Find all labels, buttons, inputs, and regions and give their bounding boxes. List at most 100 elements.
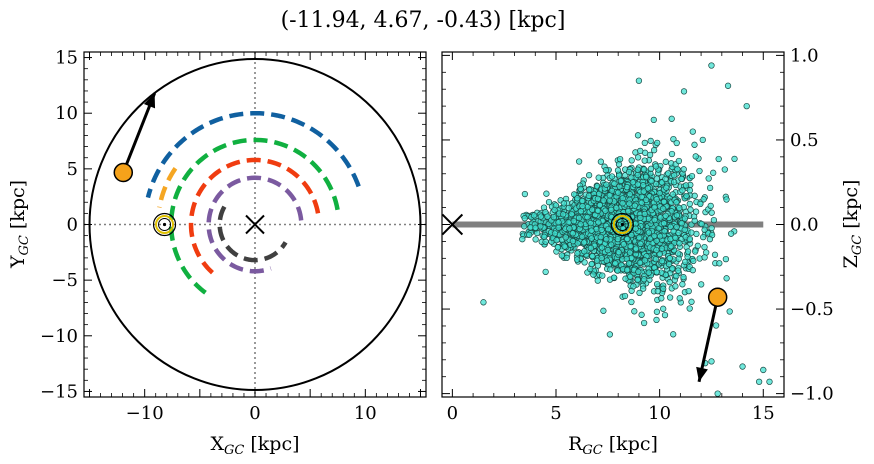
left-x-tick-labels: −10 0 10: [126, 403, 377, 424]
scatter-point: [628, 157, 635, 164]
scatter-point: [691, 192, 698, 199]
scatter-point: [723, 275, 730, 282]
scatter-point: [686, 235, 694, 243]
scatter-point: [674, 165, 681, 173]
scatter-point: [560, 211, 567, 218]
scatter-point: [664, 170, 672, 177]
scatter-point: [569, 238, 577, 245]
scatter-point: [671, 172, 678, 179]
scatter-point: [681, 215, 689, 222]
scatter-point: [521, 215, 528, 222]
scatter-point: [579, 197, 586, 205]
scatter-point: [580, 239, 588, 246]
object-marker-right: [707, 287, 728, 307]
scatter-point: [555, 224, 562, 231]
scatter-point: [679, 187, 686, 194]
scatter-point: [675, 267, 682, 274]
scatter-point: [575, 158, 583, 165]
sun-yellow-ring: [612, 215, 632, 234]
scatter-point: [635, 268, 642, 275]
left-y-tick-label: 10: [55, 103, 78, 124]
scatter-point-outlier: [708, 62, 715, 69]
scatter-point: [615, 172, 623, 179]
galactic-center-marker-right: [442, 213, 464, 236]
scatter-point: [588, 260, 595, 268]
scatter-point: [626, 249, 634, 256]
scatter-point: [658, 257, 666, 265]
scatter-point: [579, 202, 586, 210]
scatter-point: [667, 223, 674, 230]
scatter-point: [562, 234, 569, 241]
left-axes-frame: [83, 51, 427, 398]
scatter-point: [656, 190, 663, 197]
left-x-axis-label: XGC [kpc]: [210, 433, 299, 458]
scatter-point: [640, 166, 648, 173]
scatter-point: [683, 192, 690, 200]
scatter-point: [653, 268, 660, 276]
right-x-label-unit: [kpc]: [603, 433, 658, 455]
scatter-point: [686, 200, 693, 208]
scatter-point: [569, 230, 576, 237]
left-plot-area: [84, 52, 426, 397]
scatter-point: [672, 283, 679, 290]
scatter-point: [555, 219, 562, 226]
left-y-label-sub: GC: [17, 235, 32, 255]
scatter-point: [624, 235, 631, 243]
scatter-point: [630, 283, 637, 290]
scatter-point: [596, 202, 604, 209]
scatter-point: [658, 245, 666, 252]
scatter-point: [558, 252, 565, 259]
scatter-point: [634, 132, 642, 139]
scatter-point: [662, 212, 669, 219]
scatter-point: [699, 136, 706, 144]
scatter-point: [675, 157, 683, 165]
scatter-point: [670, 331, 677, 338]
scatter-point: [723, 196, 730, 203]
scatter-point: [577, 185, 584, 193]
scatter-point: [645, 229, 653, 236]
scatter-point: [647, 165, 655, 172]
scatter-point: [686, 305, 693, 312]
right-y-axis-label: ZGC [kpc]: [840, 180, 865, 269]
right-x-tick-label: 10: [648, 403, 671, 424]
scatter-point: [526, 231, 533, 238]
scatter-point: [541, 233, 548, 240]
scatter-point: [605, 225, 612, 233]
right-x-tick-label: 0: [447, 403, 458, 424]
scatter-point: [676, 295, 683, 302]
scatter-point: [611, 180, 618, 187]
scatter-point: [654, 139, 661, 147]
scatter-point: [600, 307, 607, 314]
scatter-point: [595, 219, 602, 226]
right-plot-area: [442, 62, 773, 397]
scatter-point: [650, 147, 658, 154]
scatter-point: [600, 197, 607, 204]
scatter-point: [680, 274, 687, 281]
scatter-point: [574, 195, 581, 202]
scatter-point: [521, 223, 528, 230]
scatter-point: [675, 229, 682, 237]
scatter-point: [652, 180, 660, 188]
scatter-point: [598, 226, 605, 234]
scatter-point: [731, 155, 738, 163]
scatter-point: [652, 163, 660, 170]
scatter-point: [673, 272, 680, 280]
left-x-tick-label: 0: [249, 403, 260, 424]
scatter-point-outlier: [480, 299, 487, 306]
scatter-point: [615, 161, 623, 168]
galactic-center-marker: [245, 214, 265, 235]
scatter-point: [608, 173, 616, 180]
right-axis-ticks: [442, 52, 785, 397]
right-y-tick-label: 0.5: [790, 130, 819, 151]
scatter-point: [634, 276, 641, 284]
scatter-point: [638, 193, 645, 201]
scatter-point: [698, 281, 705, 288]
scatter-point: [598, 244, 606, 251]
scatter-point: [696, 167, 703, 175]
scatter-point: [710, 169, 717, 176]
right-y-label-unit: [kpc]: [840, 180, 862, 235]
scatter-point: [590, 271, 597, 278]
scatter-point: [620, 241, 627, 248]
scatter-point: [577, 221, 584, 228]
scatter-point: [697, 200, 704, 208]
